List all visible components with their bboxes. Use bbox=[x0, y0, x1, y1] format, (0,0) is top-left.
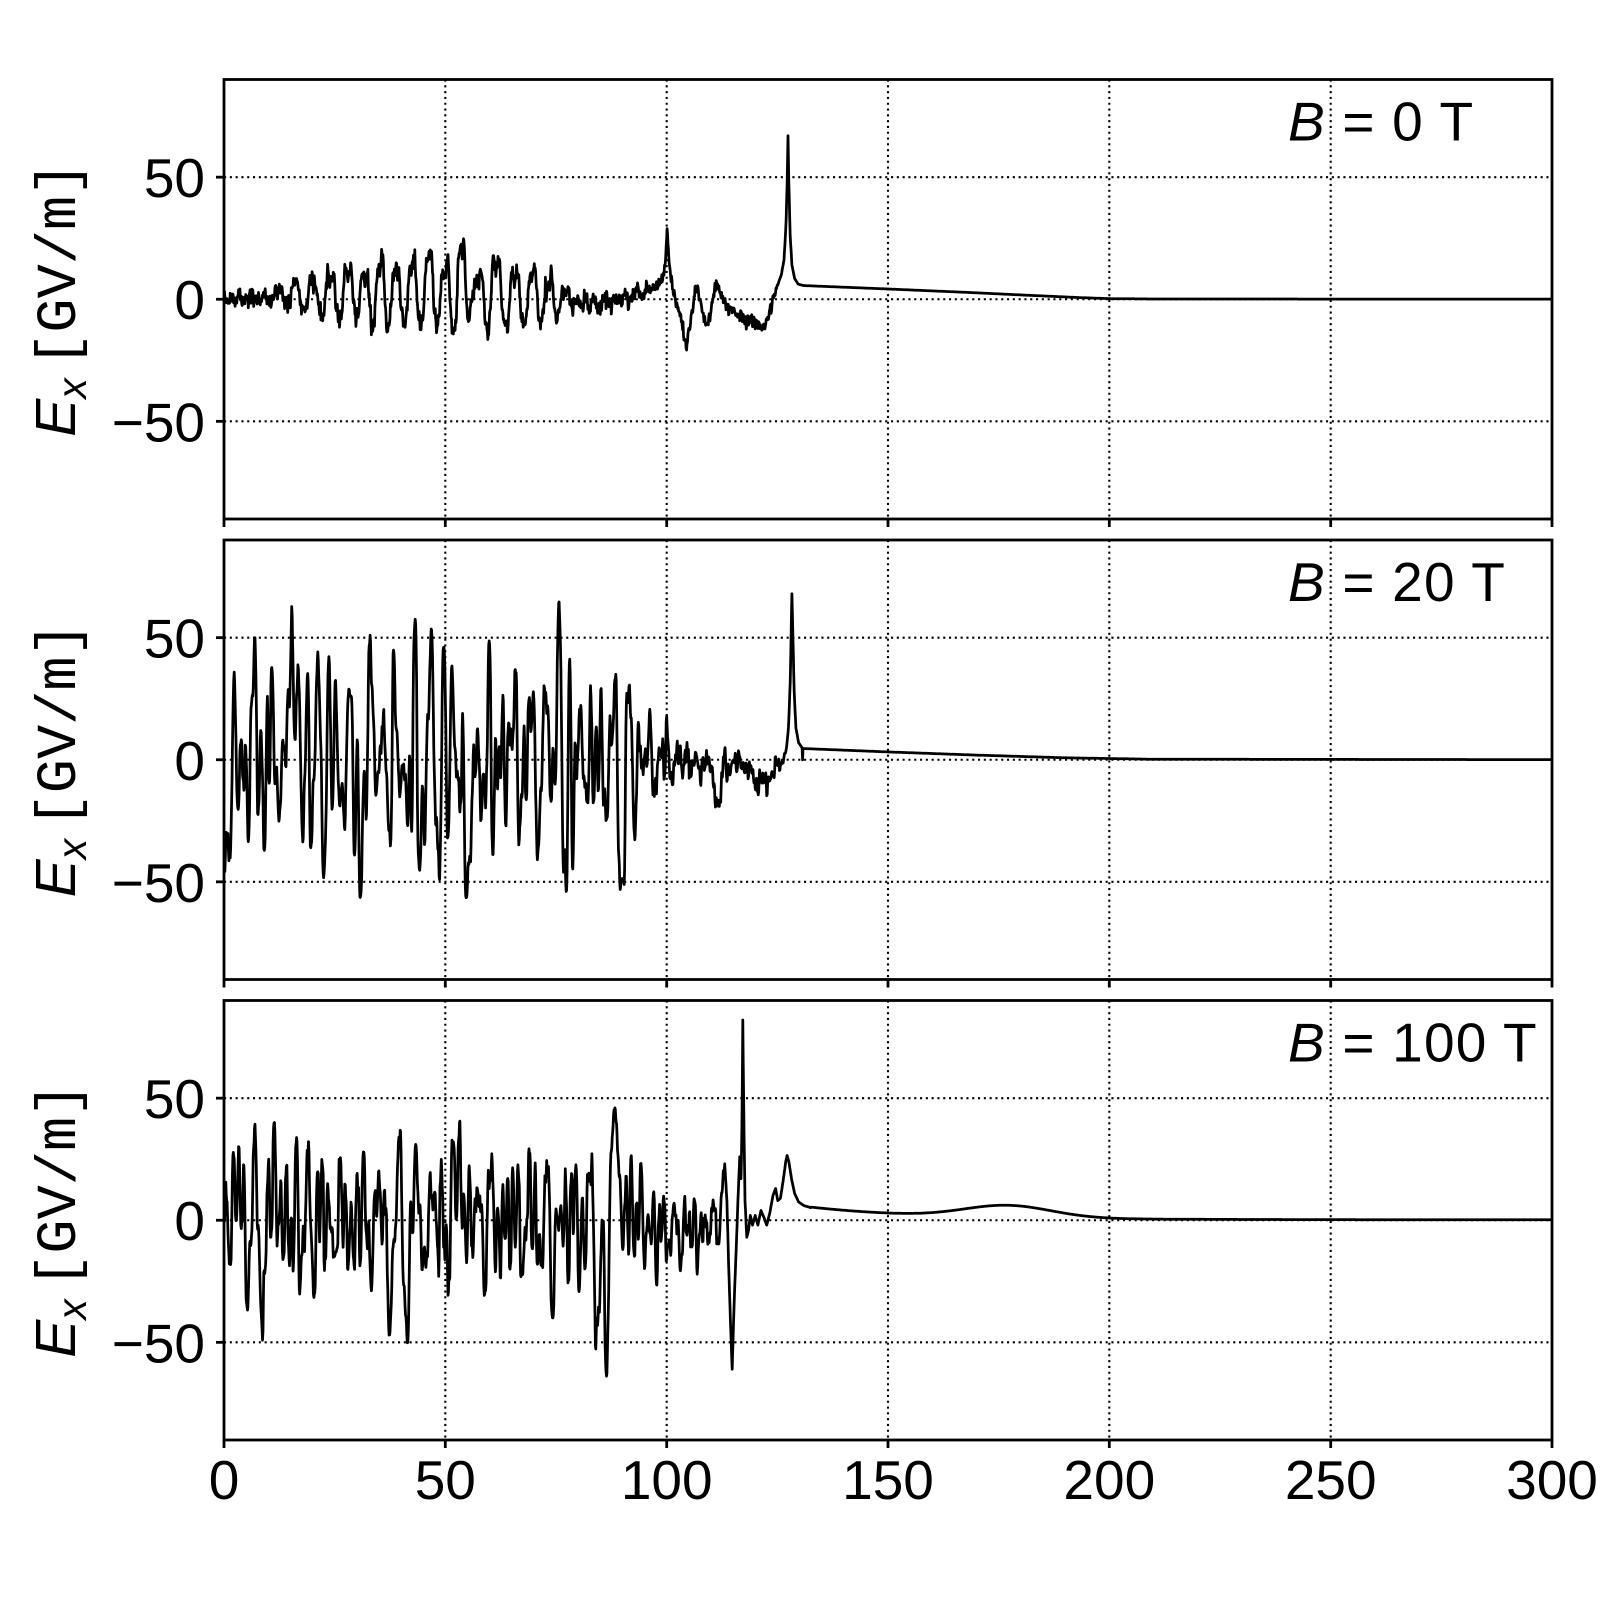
svg-text:−50: −50 bbox=[112, 391, 205, 453]
svg-text:0: 0 bbox=[209, 1449, 240, 1511]
svg-text:300: 300 bbox=[1506, 1449, 1598, 1511]
svg-text:−50: −50 bbox=[112, 852, 205, 914]
svg-text:250: 250 bbox=[1285, 1449, 1377, 1511]
svg-text:100: 100 bbox=[621, 1449, 713, 1511]
svg-text:0: 0 bbox=[174, 269, 205, 331]
svg-text:50: 50 bbox=[144, 1068, 205, 1130]
svg-text:B = 20 T: B = 20 T bbox=[1288, 551, 1506, 613]
svg-text:Ex [GV/m]: Ex [GV/m] bbox=[24, 622, 95, 897]
svg-text:150: 150 bbox=[842, 1449, 934, 1511]
svg-text:0: 0 bbox=[174, 1190, 205, 1252]
svg-text:0: 0 bbox=[174, 730, 205, 792]
svg-text:50: 50 bbox=[144, 147, 205, 209]
svg-text:−50: −50 bbox=[112, 1312, 205, 1374]
svg-text:200: 200 bbox=[1063, 1449, 1155, 1511]
svg-text:Ex [GV/m]: Ex [GV/m] bbox=[24, 162, 95, 437]
svg-text:B = 100 T: B = 100 T bbox=[1288, 1012, 1538, 1074]
svg-text:50: 50 bbox=[415, 1449, 476, 1511]
svg-text:50: 50 bbox=[144, 608, 205, 670]
svg-text:Ex [GV/m]: Ex [GV/m] bbox=[24, 1083, 95, 1358]
svg-text:B = 0 T: B = 0 T bbox=[1288, 91, 1474, 153]
